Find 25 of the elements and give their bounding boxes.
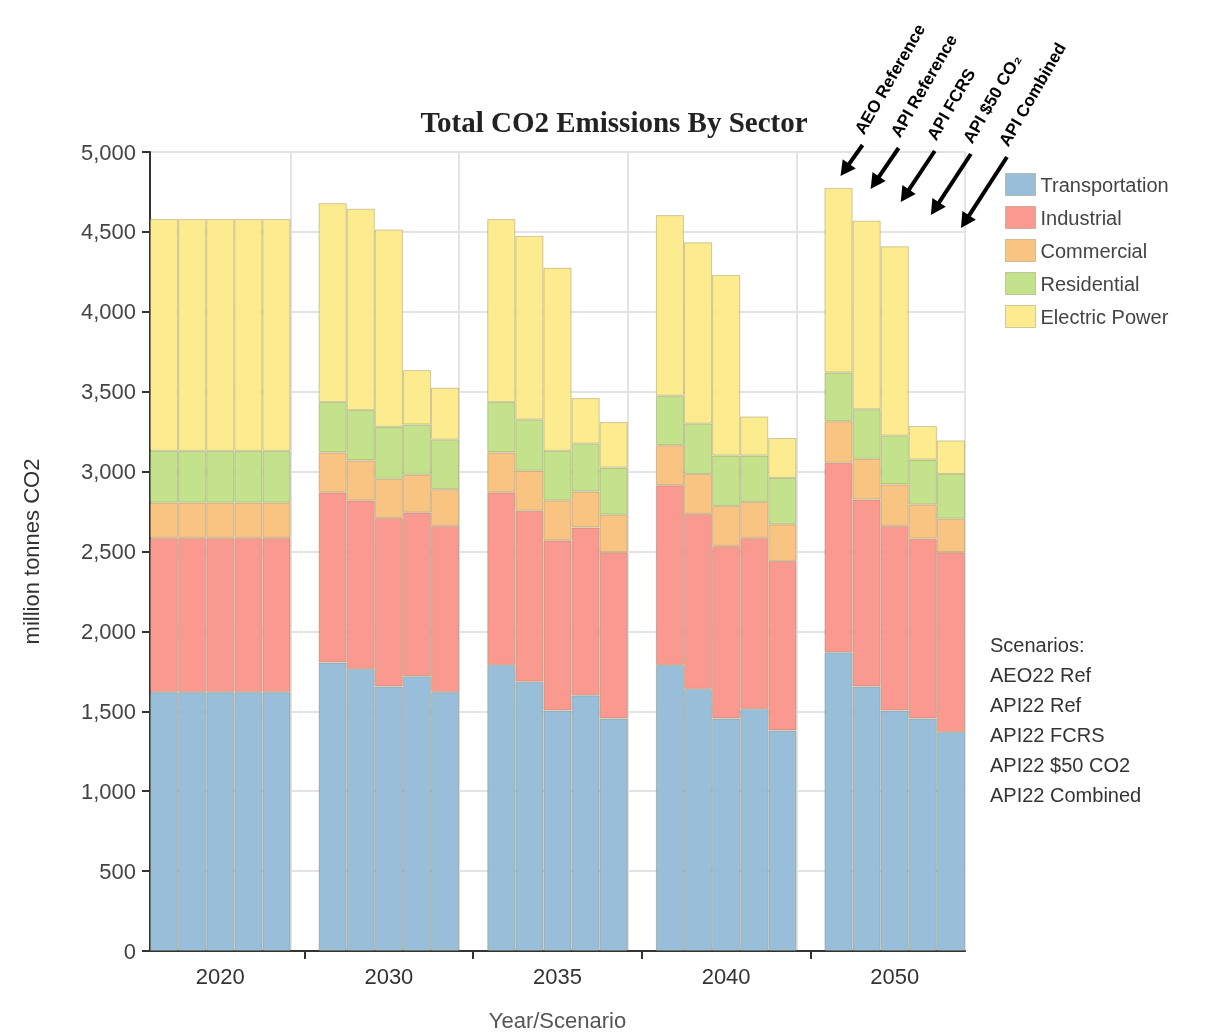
y-tick-label: 500 [99,858,136,884]
legend-label: Industrial [1040,206,1122,229]
y-tick-label: 1,500 [80,698,136,724]
x-axis-title: Year/Scenario [488,1007,627,1033]
y-tick-label: 2,500 [80,539,136,564]
x-tick-label: 2020 [195,963,245,989]
x-tick-label: 2050 [870,963,920,989]
x-tick-label: 2035 [533,963,582,989]
y-tick-label: 0 [123,938,136,964]
legend-label: Commercial [1040,239,1148,262]
legend-label: Transportation [1040,173,1169,196]
y-tick-label: 3,000 [80,459,136,485]
y-tick-label: 3,500 [80,379,136,405]
text: Scenarios: AEO22 Ref API22 Ref API22 FCRS API22 $50 CO2 API22 Combined [990,634,1142,806]
y-tick-label: 4,000 [80,299,136,325]
legend-label: Residential [1040,272,1140,295]
chart-title: Total CO2 Emissions By Sector [420,105,808,138]
y-tick-label: 1,000 [80,778,136,804]
y-tick-label: 4,500 [80,219,136,245]
x-tick-label: 2030 [364,963,414,989]
y-axis-title: million tonnes CO2 [18,458,44,645]
y-tick-label: 5,000 [80,139,136,165]
legend-label: Electric Power [1040,305,1169,328]
y-tick-label: 2,000 [80,618,136,644]
x-tick-label: 2040 [701,963,751,989]
